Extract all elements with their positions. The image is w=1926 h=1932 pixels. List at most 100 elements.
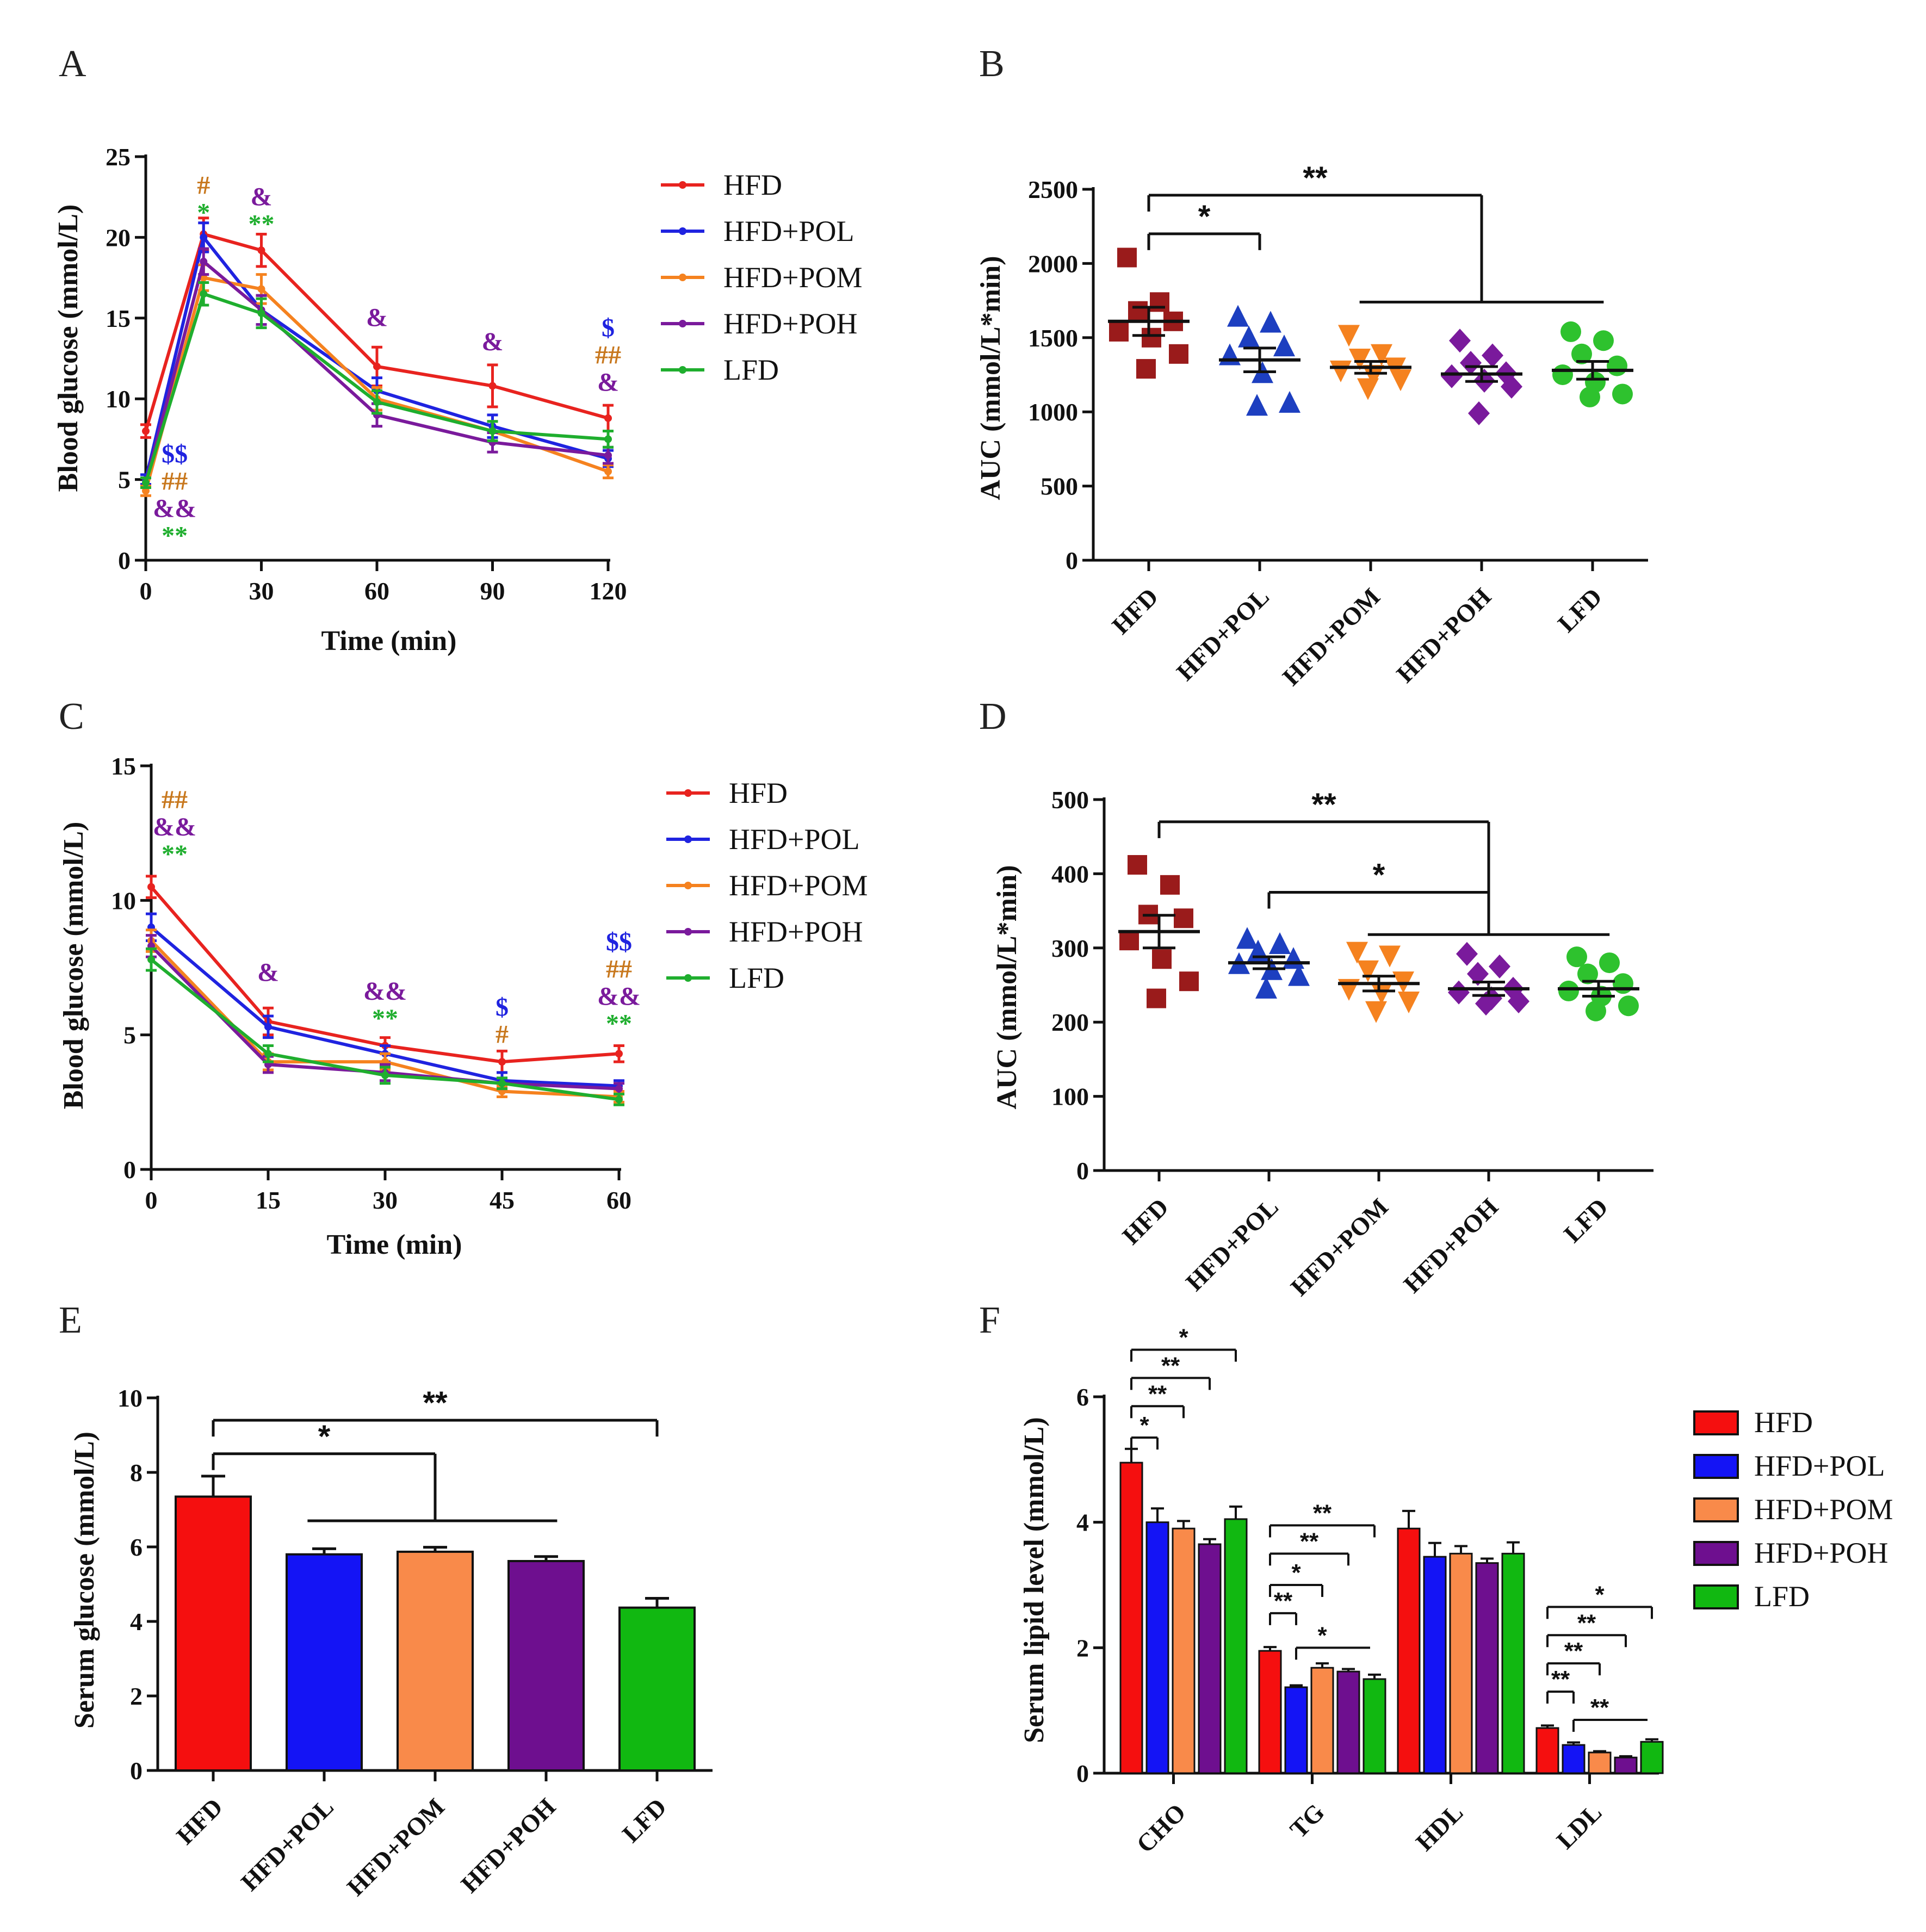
panel-d-point-hfd-pom xyxy=(1346,942,1368,964)
panel-b-point-hfd xyxy=(1169,344,1188,364)
panel-a-x-axis-label: Time (min) xyxy=(321,626,457,657)
panel-c-point-lfd xyxy=(264,1050,272,1058)
panel-b-point-hfd-pom xyxy=(1338,325,1360,347)
panel-a-point-lfd xyxy=(373,398,381,406)
panel-c-x-tick-label: 15 xyxy=(256,1186,281,1214)
panel-c-y-tick-label: 15 xyxy=(111,752,136,780)
panel-f-bar-hfd-pol-hdl xyxy=(1423,1556,1447,1774)
panel-e-y-tick-label: 4 xyxy=(130,1608,143,1636)
panel-f-bar-hfd-pom-ldl xyxy=(1588,1751,1612,1774)
panel-c-x-axis-label: Time (min) xyxy=(327,1229,462,1260)
panel-f-legend-swatch-hfd-pol xyxy=(1693,1454,1739,1479)
panel-a-point-hfd xyxy=(257,246,265,255)
panel-f-bar-hfd-pom-cho xyxy=(1172,1527,1196,1774)
panel-d-point-hfd-poh xyxy=(1489,954,1510,979)
panel-b-point-lfd xyxy=(1612,383,1633,405)
panel-c-significance-mark: $$ xyxy=(606,928,632,957)
panel-b-y-tick-label: 1000 xyxy=(1028,398,1078,426)
panel-a-point-lfd xyxy=(257,309,265,317)
panel-f-bar-hfd-pom-tg xyxy=(1310,1667,1334,1774)
panel-d-point-hfd-pol xyxy=(1288,964,1310,986)
panel-f-y-tick-label: 4 xyxy=(1076,1509,1089,1537)
panel-c-x-tick-label: 45 xyxy=(490,1186,515,1214)
panel-c-legend-marker-hfd-pol xyxy=(684,835,692,843)
panel-a-point-hfd xyxy=(604,414,612,422)
panel-b-point-hfd xyxy=(1109,321,1129,342)
panel-c-significance-mark: & xyxy=(257,958,279,987)
panel-f-legend-swatch-hfd-pom xyxy=(1693,1497,1739,1522)
panel-c-line-chart: 0 5 10 15 0 15 30 45 60 HFD HFD+POL HFD+POM HFD+POH L… xyxy=(111,752,868,1214)
panel-b-point-lfd xyxy=(1560,321,1581,342)
panel-f-bar-lfd-hdl xyxy=(1501,1552,1525,1774)
panel-d-y-tick-label: 300 xyxy=(1051,934,1089,962)
panel-f-bar-hfd-pol-ldl xyxy=(1562,1744,1586,1774)
panel-c-point-lfd xyxy=(147,956,155,964)
panel-c-significance-mark: && xyxy=(363,977,407,1006)
panel-f-bracket-label: ** xyxy=(1577,1609,1596,1636)
panel-f-bar-hfd-pol-tg xyxy=(1284,1686,1308,1774)
panel-a-x-tick-label: 120 xyxy=(590,577,627,605)
panel-c-significance-mark: $ xyxy=(496,993,509,1022)
panel-c-significance-mark: && xyxy=(153,813,196,841)
panel-label-a: A xyxy=(59,43,86,85)
panel-d-point-lfd xyxy=(1577,963,1598,984)
panel-d-point-hfd xyxy=(1152,949,1172,969)
panel-f-bracket-label: * xyxy=(1317,1622,1327,1649)
panel-b-point-hfd-pol xyxy=(1273,335,1295,357)
panel-d-point-hfd xyxy=(1147,988,1166,1008)
panel-d-point-hfd-poh xyxy=(1448,980,1470,1005)
panel-b-point-hfd-pom xyxy=(1357,378,1379,400)
panel-b-point-hfd-pol xyxy=(1260,311,1281,333)
panel-c-y-tick-label: 10 xyxy=(111,887,136,914)
panel-a-legend-label-lfd: LFD xyxy=(723,354,779,386)
panel-a-point-hfd-poh xyxy=(604,451,612,460)
panel-d-bracket-label: ** xyxy=(1311,787,1336,822)
panel-b-point-lfd xyxy=(1593,330,1614,351)
panel-c-significance-mark: ## xyxy=(606,955,632,984)
panel-d-point-hfd-pom xyxy=(1398,992,1420,1014)
panel-a-point-hfd-poh xyxy=(200,257,208,265)
panel-b-point-hfd-poh xyxy=(1501,374,1522,399)
panel-d-y-tick-label: 400 xyxy=(1051,860,1089,888)
panel-c-significance-mark: ** xyxy=(162,840,188,869)
panel-a-y-tick-label: 20 xyxy=(106,224,131,251)
panel-a-significance-mark: # xyxy=(197,171,210,200)
panel-b-point-hfd xyxy=(1136,359,1156,379)
panel-d-point-hfd xyxy=(1174,908,1193,928)
panel-f-bracket-label: ** xyxy=(1590,1694,1609,1721)
panel-a-y-tick-label: 15 xyxy=(106,305,131,332)
panel-f-bar-hfd-ldl xyxy=(1535,1727,1559,1774)
panel-a-significance-mark: ** xyxy=(249,209,275,238)
panel-a-point-hfd-pol xyxy=(200,233,208,242)
panel-d-y-tick-label: 500 xyxy=(1051,786,1089,814)
panel-b-point-lfd xyxy=(1571,343,1592,364)
panel-a-point-lfd xyxy=(142,479,150,487)
panel-b-point-hfd-pom xyxy=(1363,365,1384,387)
panel-e-y-tick-label: 6 xyxy=(130,1533,143,1561)
panel-d-point-lfd xyxy=(1618,995,1639,1017)
panel-a-legend-label-hfd-poh: HFD+POH xyxy=(723,307,858,340)
panel-b-y-tick-label: 1500 xyxy=(1028,324,1078,352)
panel-e-bar-lfd xyxy=(618,1606,696,1772)
panel-c-point-hfd-poh xyxy=(615,1085,623,1093)
panel-b-point-hfd-poh xyxy=(1441,364,1463,388)
panel-e-y-tick-label: 2 xyxy=(130,1682,143,1710)
panel-c-legend-label-lfd: LFD xyxy=(729,962,784,994)
panel-f-legend-swatch-hfd-poh xyxy=(1693,1541,1739,1566)
panel-label-e: E xyxy=(59,1299,82,1341)
panel-c-point-hfd xyxy=(147,883,155,891)
panel-c-x-tick-label: 0 xyxy=(145,1186,158,1214)
panel-d-point-hfd-pom xyxy=(1365,1001,1387,1023)
panel-a-point-lfd xyxy=(488,427,497,435)
panel-f-legend-label-hfd: HFD xyxy=(1754,1406,1813,1439)
panel-a-significance-mark: & xyxy=(597,368,619,397)
panel-e-bracket-label: ** xyxy=(423,1385,448,1421)
panel-a-legend-marker-lfd xyxy=(679,366,686,374)
panel-c-significance-mark: ** xyxy=(372,1004,398,1033)
panel-f-bracket-label: ** xyxy=(1300,1528,1319,1555)
panel-a-y-tick-label: 10 xyxy=(106,385,131,413)
panel-c-x-tick-label: 30 xyxy=(373,1186,398,1214)
panel-f-bar-hfd-tg xyxy=(1258,1650,1282,1774)
panel-d-point-hfd-pom xyxy=(1371,982,1392,1005)
